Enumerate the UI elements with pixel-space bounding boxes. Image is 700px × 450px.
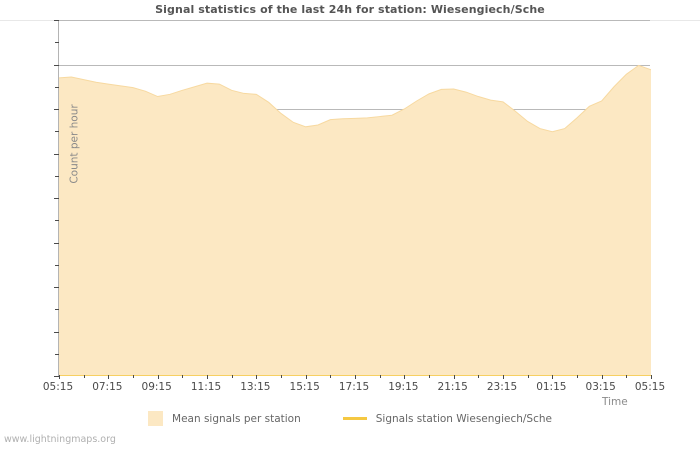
x-axis-minor-tick: [83, 375, 85, 378]
x-axis-minor-tick: [281, 375, 282, 378]
x-axis-tick: [651, 375, 652, 379]
y-axis-minor-tick: [55, 220, 59, 222]
x-axis-tick: [503, 375, 504, 379]
x-axis-label: 07:15: [92, 381, 123, 393]
y-axis-minor-tick: [55, 353, 59, 355]
y-axis-minor-tick: [55, 86, 59, 88]
plot-inner: [59, 20, 651, 376]
x-axis-tick: [207, 375, 208, 379]
y-axis-minor-tick: [55, 42, 59, 44]
x-axis-label: 01:15: [536, 381, 567, 393]
x-axis-minor-tick: [330, 375, 332, 378]
x-axis-label: 15:15: [289, 381, 320, 393]
legend-label-station: Signals station Wiesengiech/Sche: [375, 412, 552, 425]
x-axis-label: 13:15: [240, 381, 271, 393]
x-axis-minor-tick: [133, 375, 134, 378]
y-axis-tick: [54, 287, 59, 288]
x-axis-minor-tick: [182, 375, 184, 378]
x-axis-minor-tick: [626, 375, 628, 378]
x-axis-tick: [404, 375, 406, 379]
y-gridline: [59, 20, 650, 21]
x-axis-tick: [59, 375, 60, 379]
y-gridline: [59, 109, 650, 110]
y-axis-title: Count per hour: [68, 104, 81, 184]
x-axis-tick: [601, 375, 603, 379]
footer-attribution: www.lightningmaps.org: [4, 434, 116, 445]
x-axis-title: Time: [602, 396, 628, 408]
y-gridline: [59, 64, 650, 66]
legend-line-swatch-icon: [342, 417, 367, 420]
x-axis-label: 05:15: [42, 381, 74, 393]
x-axis-tick: [453, 375, 455, 379]
y-axis-minor-tick: [55, 309, 59, 311]
y-axis-tick: [54, 109, 59, 110]
x-axis-tick: [305, 375, 307, 379]
area-series-mean: [59, 65, 651, 376]
y-axis-tick: [54, 376, 59, 377]
x-axis-minor-tick: [577, 375, 578, 378]
y-axis-tick: [54, 331, 59, 333]
y-axis-tick: [54, 20, 59, 21]
x-axis-label: 21:15: [437, 381, 468, 393]
x-axis-label: 05:15: [634, 381, 666, 393]
x-axis-minor-tick: [527, 375, 529, 378]
x-axis-tick: [355, 375, 356, 379]
x-axis-label: 23:15: [486, 381, 518, 393]
x-axis-tick: [256, 375, 258, 379]
legend-item-mean: Mean signals per station: [148, 411, 301, 426]
legend-area-swatch-icon: [148, 411, 164, 426]
y-axis-tick: [54, 198, 59, 199]
area-series-outline: [59, 64, 651, 133]
x-axis-label: 11:15: [190, 381, 222, 393]
chart-title: Signal statistics of the last 24h for st…: [155, 3, 545, 16]
x-axis-label: 03:15: [585, 381, 616, 393]
x-axis-minor-tick: [379, 375, 381, 378]
x-axis-tick: [157, 375, 159, 379]
chart-legend: Mean signals per station Signals station…: [0, 411, 700, 426]
series-canvas: [59, 64, 651, 376]
x-axis-label: 09:15: [141, 381, 172, 393]
x-axis-minor-tick: [478, 375, 480, 378]
x-axis-label: 19:15: [388, 381, 419, 393]
legend-item-station: Signals station Wiesengiech/Sche: [342, 412, 552, 425]
y-axis-tick: [54, 153, 59, 155]
legend-label-mean: Mean signals per station: [172, 412, 301, 425]
plot-area: Count per hour 0100020003000400050006000…: [54, 20, 652, 379]
x-axis-minor-tick: [231, 375, 233, 378]
x-axis-tick: [552, 375, 554, 379]
x-axis-tick: [108, 375, 110, 379]
y-axis-minor-tick: [55, 175, 59, 177]
y-axis-tick: [54, 64, 59, 66]
x-axis-label: 17:15: [338, 381, 370, 393]
y-axis-minor-tick: [55, 131, 59, 133]
y-axis-minor-tick: [55, 264, 59, 266]
y-axis-tick: [54, 242, 59, 244]
x-axis-minor-tick: [429, 375, 430, 378]
